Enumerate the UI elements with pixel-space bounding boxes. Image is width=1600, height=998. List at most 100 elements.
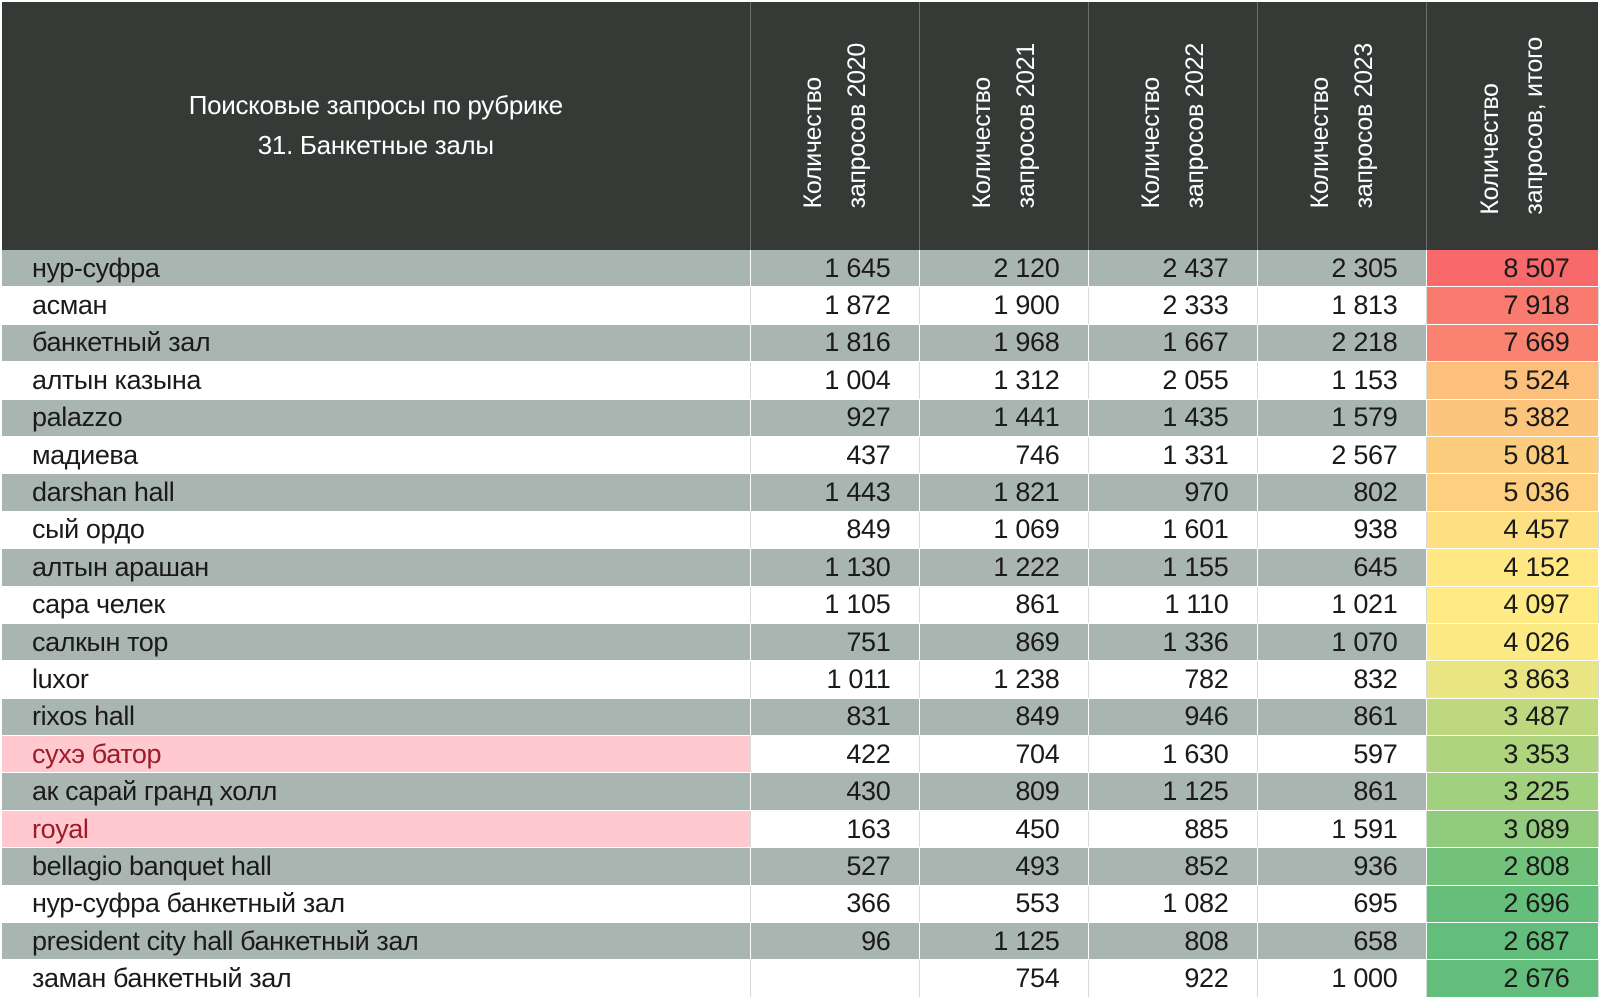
- column-header-2021: Количество запросов 2021: [919, 2, 1089, 250]
- value-cell-2020: 849: [750, 511, 920, 550]
- value-cell-2023: 1 000: [1257, 959, 1427, 998]
- column-header-2021-line1: Количество: [967, 77, 996, 209]
- value-cell-2023: 645: [1257, 548, 1427, 587]
- column-header-2020: Количество запросов 2020: [750, 2, 920, 250]
- value-cell-2022: 1 155: [1088, 548, 1258, 587]
- row-name-cell: банкетный зал: [2, 324, 751, 363]
- value-cell-2021: 746: [919, 436, 1089, 475]
- value-cell-2023: 597: [1257, 735, 1427, 774]
- total-cell: 3 089: [1426, 810, 1599, 849]
- value-cell-2023: 1 813: [1257, 286, 1427, 325]
- total-cell: 5 524: [1426, 361, 1599, 400]
- row-name-cell: rixos hall: [2, 698, 751, 737]
- value-cell-2022: 808: [1088, 922, 1258, 961]
- row-name-cell: заман банкетный зал: [2, 959, 751, 998]
- value-cell-2022: 922: [1088, 959, 1258, 998]
- total-cell: 5 036: [1426, 473, 1599, 512]
- value-cell-2022: 1 336: [1088, 623, 1258, 662]
- value-cell-2023: 832: [1257, 660, 1427, 699]
- total-cell: 3 863: [1426, 660, 1599, 699]
- value-cell-2020: 1 011: [750, 660, 920, 699]
- column-header-total-line2: запросов, итого: [1520, 37, 1549, 215]
- value-cell-2021: 1 441: [919, 399, 1089, 437]
- value-cell-2022: 852: [1088, 847, 1258, 886]
- table-row: банкетный зал 1 816 1 968 1 667 2 218 7 669: [2, 324, 1599, 363]
- table-row: нур-суфра банкетный зал 366 553 1 082 695 2 6…: [2, 885, 1599, 924]
- value-cell-2022: 2 333: [1088, 286, 1258, 325]
- value-cell-2020: 927: [750, 399, 920, 437]
- value-cell-2020: 163: [750, 810, 920, 849]
- value-cell-2021: 1 821: [919, 473, 1089, 512]
- table-row: алтын арашан 1 130 1 222 1 155 645 4 152: [2, 548, 1599, 587]
- value-cell-2021: 450: [919, 810, 1089, 849]
- value-cell-2022: 946: [1088, 698, 1258, 737]
- value-cell-2021: 861: [919, 586, 1089, 624]
- table-row: нур-суфра 1 645 2 120 2 437 2 305 8 507: [2, 250, 1599, 288]
- value-cell-2023: 1 591: [1257, 810, 1427, 849]
- value-cell-2020: 831: [750, 698, 920, 737]
- table-row: салкын тор 751 869 1 336 1 070 4 026: [2, 623, 1599, 662]
- value-cell-2022: 1 125: [1088, 772, 1258, 811]
- value-cell-2022: 2 437: [1088, 250, 1258, 288]
- table-row: сый ордо 849 1 069 1 601 938 4 457: [2, 511, 1599, 550]
- column-header-2022: Количество запросов 2022: [1088, 2, 1258, 250]
- value-cell-2023: 658: [1257, 922, 1427, 961]
- total-cell: 2 808: [1426, 847, 1599, 886]
- value-cell-2022: 970: [1088, 473, 1258, 512]
- value-cell-2022: 2 055: [1088, 361, 1258, 400]
- row-name-cell: royal: [2, 810, 751, 849]
- row-name-cell: сый ордо: [2, 511, 751, 550]
- column-header-2023-line2: запросов 2023: [1349, 43, 1378, 209]
- table-row: алтын казына 1 004 1 312 2 055 1 153 5 524: [2, 361, 1599, 400]
- total-cell: 5 081: [1426, 436, 1599, 475]
- value-cell-2020: 1 645: [750, 250, 920, 288]
- value-cell-2023: 1 153: [1257, 361, 1427, 400]
- value-cell-2022: 1 110: [1088, 586, 1258, 624]
- value-cell-2021: 849: [919, 698, 1089, 737]
- total-cell: 2 676: [1426, 959, 1599, 998]
- table-row: сухэ батор 422 704 1 630 597 3 353: [2, 735, 1599, 774]
- value-cell-2021: 809: [919, 772, 1089, 811]
- value-cell-2021: 1 069: [919, 511, 1089, 550]
- table-row: palazzo 927 1 441 1 435 1 579 5 382: [2, 399, 1599, 437]
- row-name-cell: мадиева: [2, 436, 751, 475]
- total-cell: 5 382: [1426, 399, 1599, 437]
- table-row: president city hall банкетный зал 96 1 125…: [2, 922, 1599, 961]
- row-name-cell: нур-суфра банкетный зал: [2, 885, 751, 924]
- value-cell-2020: 1 004: [750, 361, 920, 400]
- row-name-cell: салкын тор: [2, 623, 751, 662]
- table-row: darshan hall 1 443 1 821 970 802 5 036: [2, 473, 1599, 512]
- value-cell-2023: 861: [1257, 772, 1427, 811]
- row-name-cell: ак сарай гранд холл: [2, 772, 751, 811]
- row-name-cell: bellagio banquet hall: [2, 847, 751, 886]
- row-name-cell: palazzo: [2, 399, 751, 437]
- header-row: Поисковые запросы по рубрике 31. Банкетн…: [2, 2, 1598, 250]
- value-cell-2020: 430: [750, 772, 920, 811]
- value-cell-2020: 751: [750, 623, 920, 662]
- column-header-2022-line1: Количество: [1136, 77, 1165, 209]
- value-cell-2023: 938: [1257, 511, 1427, 550]
- value-cell-2020: 96: [750, 922, 920, 961]
- total-cell: 4 457: [1426, 511, 1599, 550]
- value-cell-2023: 936: [1257, 847, 1427, 886]
- table-row: асман 1 872 1 900 2 333 1 813 7 918: [2, 286, 1599, 325]
- value-cell-2021: 493: [919, 847, 1089, 886]
- value-cell-2021: 1 125: [919, 922, 1089, 961]
- value-cell-2022: 1 331: [1088, 436, 1258, 475]
- table-row: bellagio banquet hall 527 493 852 936 2 808: [2, 847, 1599, 886]
- value-cell-2022: 1 630: [1088, 735, 1258, 774]
- value-cell-2020: 422: [750, 735, 920, 774]
- value-cell-2020: 1 443: [750, 473, 920, 512]
- row-name-cell: сара челек: [2, 586, 751, 624]
- value-cell-2021: 2 120: [919, 250, 1089, 288]
- value-cell-2023: 1 070: [1257, 623, 1427, 662]
- column-header-2023-line1: Количество: [1305, 77, 1334, 209]
- table-title-line1: Поисковые запросы по рубрике: [188, 90, 563, 120]
- column-header-2023: Количество запросов 2023: [1257, 2, 1427, 250]
- total-cell: 3 225: [1426, 772, 1599, 811]
- value-cell-2020: [750, 959, 920, 998]
- column-header-total: Количество запросов, итого: [1426, 2, 1598, 250]
- row-name-cell: алтын казына: [2, 361, 751, 400]
- row-name-cell: darshan hall: [2, 473, 751, 512]
- value-cell-2020: 437: [750, 436, 920, 475]
